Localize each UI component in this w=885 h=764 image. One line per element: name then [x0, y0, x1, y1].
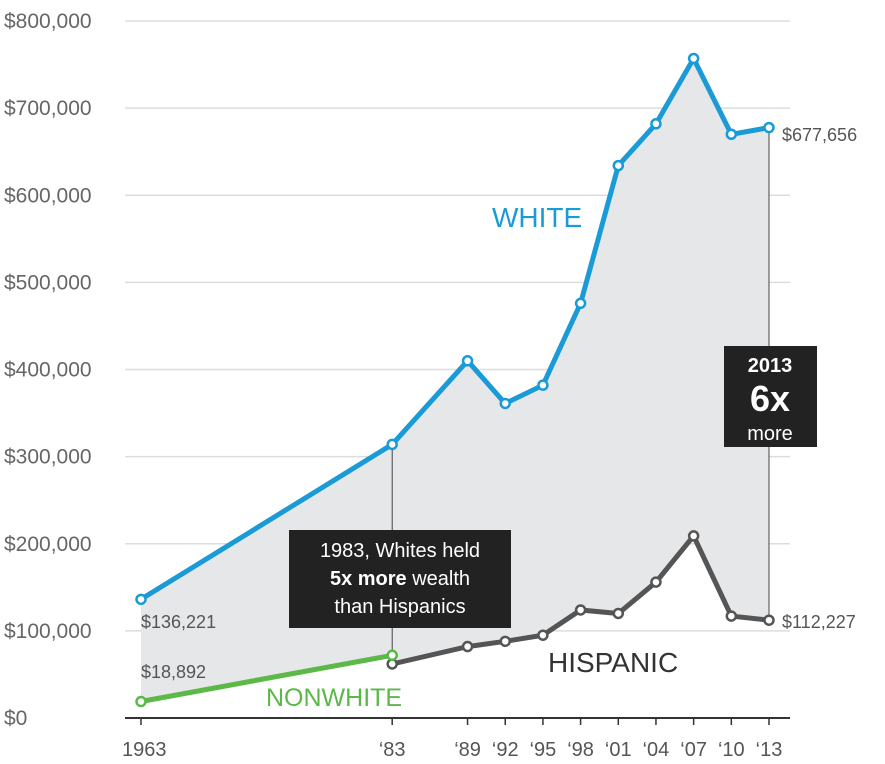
end-label-nonwhite-start: $18,892	[141, 662, 206, 682]
point-white	[499, 397, 511, 410]
x-tick-label: ‘01	[605, 739, 632, 761]
point-white	[386, 438, 398, 451]
y-tick-label: $800,000	[4, 10, 92, 33]
point-hispanic	[612, 607, 625, 620]
callout-1983-line2: 5x more wealth	[330, 568, 470, 590]
callout-1983-line2-rest: wealth	[407, 568, 470, 590]
point-hispanic	[763, 614, 775, 626]
x-tick-label: ‘10	[718, 739, 745, 761]
y-tick-label: $0	[4, 707, 27, 730]
callout-1983: 1983, Whites held 5x more wealth than Hi…	[289, 530, 511, 628]
x-tick-labels: 1963 ‘83 ‘89 ‘92 ‘95 ‘98 ‘01 ‘04 ‘07 ‘10 ‘13	[122, 718, 782, 761]
point-white	[135, 593, 147, 606]
point-white	[650, 118, 662, 130]
point-hispanic	[650, 576, 662, 588]
point-hispanic	[725, 610, 738, 622]
y-tick-label: $600,000	[4, 184, 92, 207]
callout-2013: 2013 6x more	[724, 346, 817, 447]
x-tick-label: ‘07	[680, 739, 707, 761]
point-white	[763, 121, 775, 134]
x-tick-label: ‘98	[567, 739, 594, 761]
series-label-white: WHITE	[492, 202, 582, 233]
y-tick-label: $100,000	[4, 620, 92, 643]
series-points	[135, 52, 775, 708]
callout-2013-ratio: 6x	[750, 378, 790, 419]
y-tick-labels: $0 $100,000 $200,000 $300,000 $400,000 $500,0…	[4, 10, 92, 730]
callout-1983-emphasis: 5x more	[330, 568, 407, 590]
point-nonwhite	[135, 695, 147, 708]
point-hispanic	[687, 530, 700, 542]
point-hispanic	[499, 635, 511, 648]
end-label-white-end: $677,656	[782, 125, 857, 145]
end-label-hispanic-end: $112,227	[782, 612, 856, 632]
callout-1983-line3: than Hispanics	[334, 596, 465, 618]
y-tick-label: $200,000	[4, 533, 92, 556]
x-tick-label: 1963	[122, 739, 167, 761]
y-tick-label: $500,000	[4, 271, 92, 294]
x-tick-label: ‘83	[379, 739, 406, 761]
series-label-nonwhite: NONWHITE	[266, 684, 402, 712]
callout-2013-year: 2013	[748, 355, 793, 377]
x-tick-label: ‘95	[530, 739, 557, 761]
series-label-hispanic: HISPANIC	[548, 647, 678, 678]
point-white	[537, 379, 549, 391]
callout-2013-word: more	[747, 423, 793, 445]
x-tick-label: ‘89	[454, 739, 481, 761]
y-tick-label: $300,000	[4, 446, 92, 469]
point-hispanic	[574, 604, 587, 616]
callout-1983-line1: 1983, Whites held	[320, 540, 480, 562]
point-nonwhite	[386, 649, 398, 662]
point-white	[461, 355, 474, 367]
point-hispanic	[537, 629, 549, 641]
line-hispanic	[389, 531, 772, 667]
point-white	[725, 128, 738, 141]
x-tick-label: ‘13	[756, 739, 783, 761]
x-tick-label: ‘92	[492, 739, 519, 761]
point-white	[687, 52, 700, 65]
point-hispanic	[461, 640, 474, 653]
point-white	[574, 297, 587, 310]
y-tick-label: $700,000	[4, 97, 92, 120]
line-nonwhite	[138, 652, 395, 704]
y-tick-label: $400,000	[4, 359, 92, 382]
x-tick-label: ‘04	[643, 739, 670, 761]
point-white	[612, 159, 625, 172]
end-label-white-start: $136,221	[141, 612, 216, 632]
